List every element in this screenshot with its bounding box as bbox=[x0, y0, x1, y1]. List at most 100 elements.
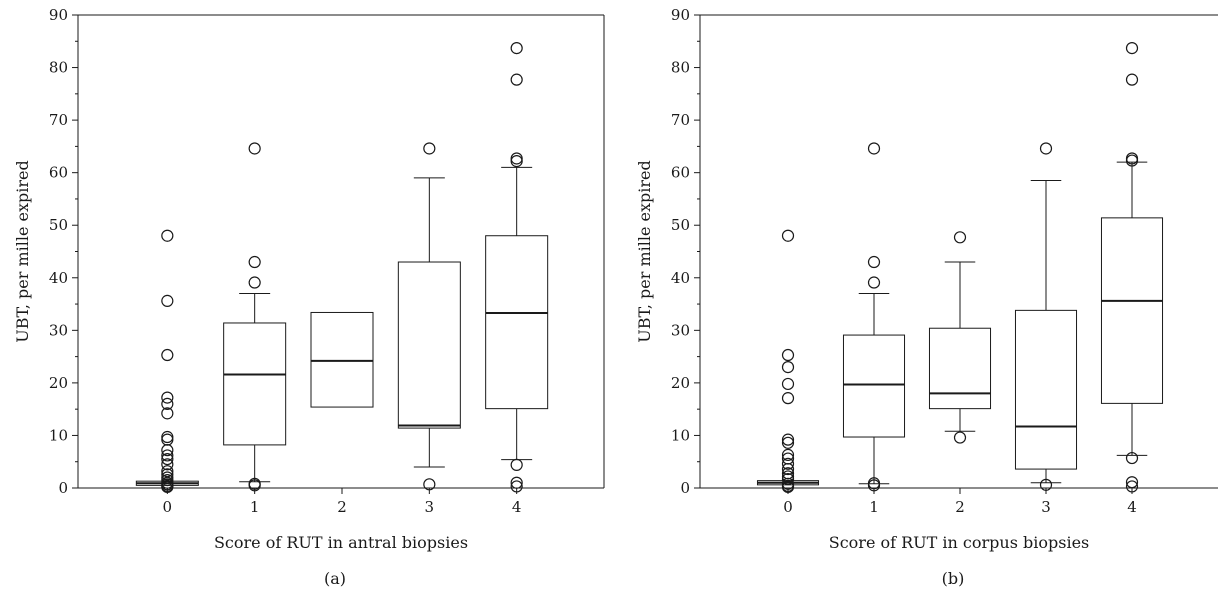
x-tick-label: 3 bbox=[1041, 498, 1051, 516]
outlier-point bbox=[781, 467, 795, 480]
outlier-point bbox=[953, 431, 967, 444]
outlier-point bbox=[781, 452, 795, 465]
outlier-point bbox=[1039, 142, 1053, 155]
x-tick-label: 3 bbox=[425, 498, 435, 516]
y-tick-label: 30 bbox=[49, 321, 68, 339]
outlier-point bbox=[423, 142, 436, 155]
box bbox=[485, 235, 549, 410]
outlier-point bbox=[510, 73, 523, 86]
box-group bbox=[397, 142, 461, 491]
outlier-point bbox=[248, 276, 261, 289]
x-tick-label: 2 bbox=[955, 498, 965, 516]
outlier-point bbox=[1125, 476, 1139, 489]
y-tick-label: 0 bbox=[58, 479, 68, 497]
outlier-point bbox=[161, 348, 174, 362]
y-tick-label: 60 bbox=[49, 164, 68, 182]
outlier-point bbox=[781, 433, 795, 446]
chart-panel-b: 0 10 20 30 40 50 60 70 80 90 0 1 2 3 4 Score of RUT in … bbox=[635, 6, 1218, 588]
outlier-point bbox=[248, 477, 261, 490]
y-tick-label: 50 bbox=[49, 216, 68, 234]
outlier-point bbox=[510, 155, 523, 168]
outlier-point bbox=[867, 276, 881, 289]
x-tick-label: 4 bbox=[512, 498, 522, 516]
box bbox=[397, 261, 461, 429]
outlier-point bbox=[161, 229, 174, 242]
outlier-point bbox=[781, 377, 795, 391]
y-tick-label: 40 bbox=[671, 269, 690, 287]
outlier-point bbox=[161, 468, 174, 481]
box-group bbox=[310, 311, 374, 408]
outlier-point bbox=[867, 142, 881, 155]
y-tick-label: 20 bbox=[49, 374, 68, 392]
outlier-point bbox=[161, 471, 174, 484]
outlier-point bbox=[161, 452, 174, 466]
outlier-point bbox=[1125, 480, 1139, 493]
y-tick-label: 80 bbox=[49, 59, 68, 77]
box bbox=[842, 334, 906, 438]
box bbox=[310, 311, 374, 408]
y-tick-label: 80 bbox=[671, 59, 690, 77]
outlier-point bbox=[161, 465, 174, 478]
outlier-point bbox=[867, 255, 881, 269]
box bbox=[1100, 217, 1164, 404]
panel-label: (b) bbox=[942, 569, 965, 588]
outlier-point bbox=[781, 448, 795, 461]
y-tick-label: 70 bbox=[671, 111, 690, 129]
box bbox=[928, 327, 992, 410]
y-tick-label: 40 bbox=[49, 269, 68, 287]
outlier-point bbox=[161, 430, 174, 444]
outlier-point bbox=[161, 449, 174, 462]
x-tick-label: 0 bbox=[783, 498, 793, 516]
box-group bbox=[1100, 42, 1164, 493]
outlier-point bbox=[781, 470, 795, 483]
panel-label: (a) bbox=[324, 569, 346, 588]
outlier-point bbox=[510, 476, 523, 489]
outlier-point bbox=[781, 229, 795, 242]
outlier-point bbox=[248, 142, 261, 155]
x-tick-label: 1 bbox=[869, 498, 879, 516]
outlier-point bbox=[953, 231, 967, 244]
outlier-point bbox=[161, 391, 174, 404]
outlier-point bbox=[1125, 451, 1139, 465]
y-tick-label: 0 bbox=[680, 479, 690, 497]
x-axis-title: Score of RUT in corpus biopsies bbox=[829, 533, 1090, 552]
outlier-point bbox=[161, 397, 174, 411]
y-axis-title: UBT, per mille expired bbox=[13, 160, 32, 342]
box-group bbox=[135, 229, 199, 494]
box-group bbox=[756, 229, 820, 494]
outlier-point bbox=[510, 458, 523, 471]
box bbox=[1014, 309, 1078, 470]
y-tick-label: 90 bbox=[49, 6, 68, 24]
outlier-point bbox=[161, 433, 174, 446]
y-tick-label: 60 bbox=[671, 164, 690, 182]
y-tick-label: 10 bbox=[49, 426, 68, 444]
y-tick-label: 90 bbox=[671, 6, 690, 24]
outlier-point bbox=[781, 436, 795, 449]
box bbox=[223, 322, 287, 446]
x-tick-label: 1 bbox=[250, 498, 260, 516]
outlier-point bbox=[781, 392, 795, 405]
y-tick-label: 20 bbox=[671, 374, 690, 392]
x-axis-title: Score of RUT in antral biopsies bbox=[214, 533, 468, 552]
outlier-point bbox=[161, 294, 174, 308]
y-tick-label: 50 bbox=[671, 216, 690, 234]
outlier-point bbox=[510, 152, 523, 165]
box-group bbox=[223, 142, 287, 492]
y-axis-title: UBT, per mille expired bbox=[635, 160, 654, 342]
box-group bbox=[842, 142, 906, 492]
chart-panel-a: 0 10 20 30 40 50 60 70 80 90 0 1 2 3 4 Score of RUT in … bbox=[13, 6, 605, 588]
outlier-point bbox=[423, 478, 436, 491]
outlier-point bbox=[781, 457, 795, 470]
outlier-point bbox=[1125, 42, 1139, 55]
outlier-point bbox=[161, 458, 174, 471]
outlier-point bbox=[248, 255, 261, 269]
box-group bbox=[1014, 142, 1078, 491]
outlier-point bbox=[781, 348, 795, 362]
box-group bbox=[485, 42, 549, 493]
y-tick-label: 30 bbox=[671, 321, 690, 339]
outlier-point bbox=[510, 42, 523, 55]
y-tick-label: 70 bbox=[49, 111, 68, 129]
y-tick-label: 10 bbox=[671, 426, 690, 444]
outlier-point bbox=[510, 480, 523, 493]
box-group bbox=[928, 231, 992, 444]
